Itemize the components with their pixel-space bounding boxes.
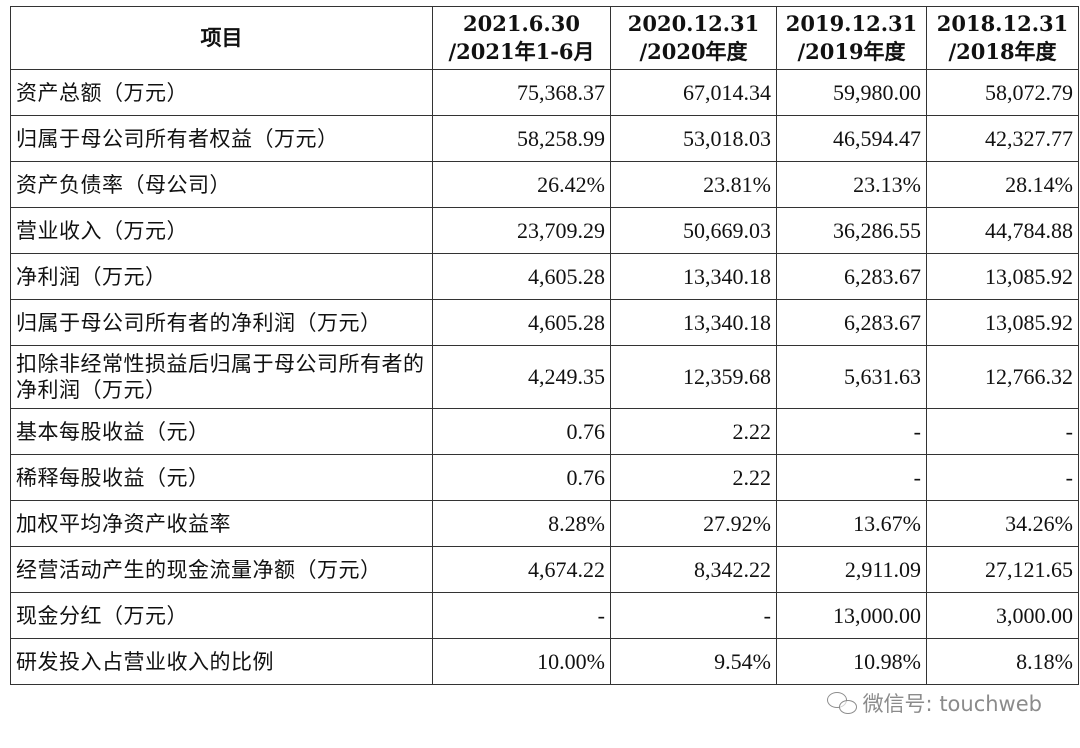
cell-2020: 2.22 (610, 454, 777, 501)
header-item: 项目 (10, 6, 433, 70)
cell-2018: 28.14% (926, 161, 1079, 208)
cell-2019: 23.13% (776, 161, 927, 208)
header-2020: 2020.12.31 /2020年度 (610, 6, 777, 70)
cell-2019: 46,594.47 (776, 115, 927, 162)
cell-2019: 6,283.67 (776, 299, 927, 346)
cell-2018: 3,000.00 (926, 592, 1079, 639)
cell-2021h1: 0.76 (432, 408, 611, 455)
cell-2021h1: 4,605.28 (432, 299, 611, 346)
row-label: 营业收入（万元） (10, 207, 433, 254)
cell-2021h1: 75,368.37 (432, 69, 611, 116)
table-row: 归属于母公司所有者权益（万元） 58,258.99 53,018.03 46,5… (10, 115, 1079, 162)
cell-2018: - (926, 408, 1079, 455)
table-row: 稀释每股收益（元） 0.76 2.22 - - (10, 454, 1079, 501)
cell-2020: 23.81% (610, 161, 777, 208)
cell-2020: 8,342.22 (610, 546, 777, 593)
cell-2019: - (776, 408, 927, 455)
table-row: 经营活动产生的现金流量净额（万元） 4,674.22 8,342.22 2,91… (10, 546, 1079, 593)
cell-2019: 5,631.63 (776, 345, 927, 409)
cell-2021h1: 10.00% (432, 638, 611, 685)
table-row: 扣除非经常性损益后归属于母公司所有者的净利润（万元） 4,249.35 12,3… (10, 345, 1079, 409)
cell-2020: 9.54% (610, 638, 777, 685)
header-2019: 2019.12.31 /2019年度 (776, 6, 927, 70)
cell-2018: 34.26% (926, 500, 1079, 547)
cell-2020: 12,359.68 (610, 345, 777, 409)
row-label: 稀释每股收益（元） (10, 454, 433, 501)
cell-2020: 53,018.03 (610, 115, 777, 162)
row-label: 加权平均净资产收益率 (10, 500, 433, 547)
cell-2021h1: 26.42% (432, 161, 611, 208)
cell-2018: 42,327.77 (926, 115, 1079, 162)
row-label: 归属于母公司所有者权益（万元） (10, 115, 433, 162)
row-label: 研发投入占营业收入的比例 (10, 638, 433, 685)
cell-2019: 13,000.00 (776, 592, 927, 639)
cell-2020: 27.92% (610, 500, 777, 547)
cell-2018: 13,085.92 (926, 253, 1079, 300)
cell-2021h1: 4,674.22 (432, 546, 611, 593)
cell-2020: 13,340.18 (610, 299, 777, 346)
table-header-row: 项目 2021.6.30 /2021年1-6月 2020.12.31 /2020… (10, 6, 1079, 70)
cell-2019: 36,286.55 (776, 207, 927, 254)
cell-2018: 58,072.79 (926, 69, 1079, 116)
cell-2021h1: 0.76 (432, 454, 611, 501)
table-row: 资产总额（万元） 75,368.37 67,014.34 59,980.00 5… (10, 69, 1079, 116)
table-row: 归属于母公司所有者的净利润（万元） 4,605.28 13,340.18 6,2… (10, 299, 1079, 346)
cell-2020: - (610, 592, 777, 639)
cell-2018: 44,784.88 (926, 207, 1079, 254)
watermark-text: 微信号: touchweb (862, 692, 1042, 716)
financial-summary-table: 项目 2021.6.30 /2021年1-6月 2020.12.31 /2020… (10, 6, 1079, 685)
header-2018: 2018.12.31 /2018年度 (926, 6, 1079, 70)
wechat-watermark: 微信号: touchweb (826, 688, 1042, 718)
cell-2018: 8.18% (926, 638, 1079, 685)
table-row: 加权平均净资产收益率 8.28% 27.92% 13.67% 34.26% (10, 500, 1079, 547)
row-label: 基本每股收益（元） (10, 408, 433, 455)
table-row: 营业收入（万元） 23,709.29 50,669.03 36,286.55 4… (10, 207, 1079, 254)
cell-2019: 13.67% (776, 500, 927, 547)
table-row: 净利润（万元） 4,605.28 13,340.18 6,283.67 13,0… (10, 253, 1079, 300)
row-label: 经营活动产生的现金流量净额（万元） (10, 546, 433, 593)
cell-2021h1: 23,709.29 (432, 207, 611, 254)
cell-2019: 2,911.09 (776, 546, 927, 593)
cell-2019: 59,980.00 (776, 69, 927, 116)
cell-2021h1: 58,258.99 (432, 115, 611, 162)
row-label: 现金分红（万元） (10, 592, 433, 639)
table-row: 资产负债率（母公司） 26.42% 23.81% 23.13% 28.14% (10, 161, 1079, 208)
wechat-icon (826, 692, 857, 714)
cell-2021h1: 4,249.35 (432, 345, 611, 409)
cell-2018: - (926, 454, 1079, 501)
cell-2020: 2.22 (610, 408, 777, 455)
table-row: 现金分红（万元） - - 13,000.00 3,000.00 (10, 592, 1079, 639)
cell-2020: 50,669.03 (610, 207, 777, 254)
cell-2019: 10.98% (776, 638, 927, 685)
row-label: 归属于母公司所有者的净利润（万元） (10, 299, 433, 346)
cell-2020: 13,340.18 (610, 253, 777, 300)
header-2021h1: 2021.6.30 /2021年1-6月 (432, 6, 611, 70)
row-label: 资产总额（万元） (10, 69, 433, 116)
cell-2018: 27,121.65 (926, 546, 1079, 593)
cell-2019: - (776, 454, 927, 501)
row-label: 净利润（万元） (10, 253, 433, 300)
cell-2018: 13,085.92 (926, 299, 1079, 346)
row-label: 扣除非经常性损益后归属于母公司所有者的净利润（万元） (10, 345, 433, 409)
table-row: 研发投入占营业收入的比例 10.00% 9.54% 10.98% 8.18% (10, 638, 1079, 685)
cell-2021h1: 4,605.28 (432, 253, 611, 300)
table-row: 基本每股收益（元） 0.76 2.22 - - (10, 408, 1079, 455)
cell-2020: 67,014.34 (610, 69, 777, 116)
row-label: 资产负债率（母公司） (10, 161, 433, 208)
cell-2018: 12,766.32 (926, 345, 1079, 409)
cell-2021h1: 8.28% (432, 500, 611, 547)
cell-2019: 6,283.67 (776, 253, 927, 300)
cell-2021h1: - (432, 592, 611, 639)
